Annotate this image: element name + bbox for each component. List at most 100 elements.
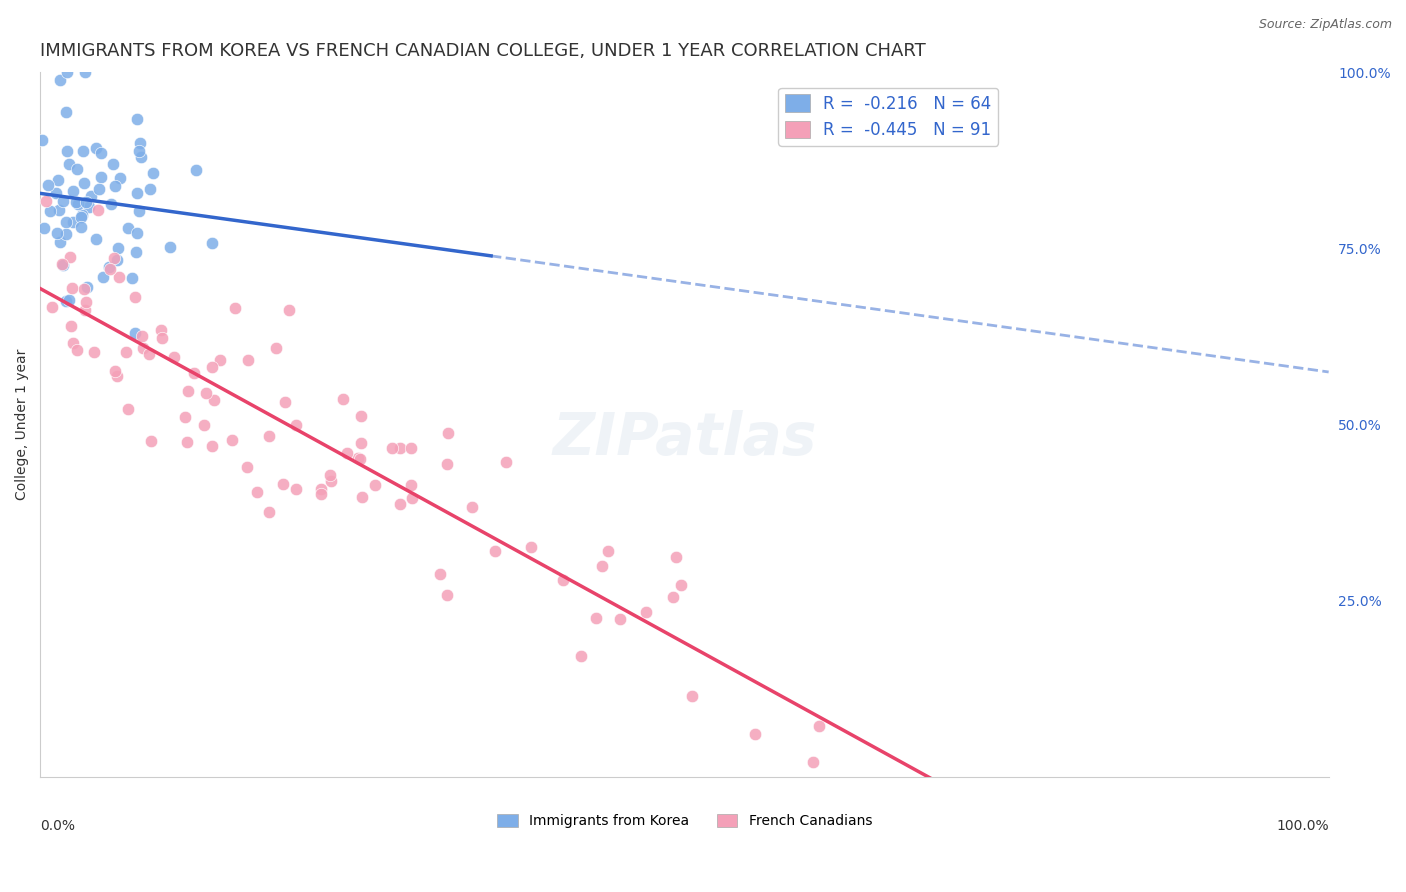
Point	[352, 490, 374, 504]
Point	[76, 280, 98, 294]
Text: IMMIGRANTS FROM KOREA VS FRENCH CANADIAN COLLEGE, UNDER 1 YEAR CORRELATION CHART: IMMIGRANTS FROM KOREA VS FRENCH CANADIAN…	[41, 42, 927, 60]
Point	[553, 574, 575, 588]
Point	[117, 402, 139, 417]
Point	[176, 435, 198, 450]
Point	[209, 353, 232, 368]
Point	[58, 293, 80, 307]
Point	[38, 203, 60, 218]
Point	[204, 392, 226, 407]
Point	[31, 133, 53, 147]
Text: Source: ZipAtlas.com: Source: ZipAtlas.com	[1258, 18, 1392, 31]
Point	[138, 346, 160, 360]
Point	[585, 610, 607, 624]
Point	[66, 162, 89, 177]
Text: 100.0%: 100.0%	[1277, 820, 1329, 833]
Y-axis label: College, Under 1 year: College, Under 1 year	[15, 349, 30, 500]
Point	[201, 236, 224, 251]
Point	[37, 178, 59, 192]
Point	[461, 500, 484, 514]
Point	[349, 452, 371, 467]
Point	[139, 182, 162, 196]
Point	[56, 144, 79, 158]
Point	[195, 385, 218, 400]
Point	[319, 474, 342, 488]
Point	[124, 326, 146, 340]
Point	[52, 194, 75, 208]
Point	[55, 227, 77, 241]
Point	[744, 727, 766, 741]
Point	[62, 215, 84, 229]
Point	[128, 204, 150, 219]
Point	[91, 270, 114, 285]
Point	[142, 166, 165, 180]
Point	[107, 241, 129, 255]
Point	[150, 323, 173, 337]
Legend: Immigrants from Korea, French Canadians: Immigrants from Korea, French Canadians	[491, 808, 877, 834]
Point	[86, 141, 108, 155]
Point	[49, 73, 72, 87]
Point	[58, 250, 80, 264]
Point	[129, 149, 152, 163]
Point	[79, 200, 101, 214]
Point	[79, 189, 101, 203]
Point	[257, 428, 280, 442]
Point	[67, 196, 90, 211]
Point	[55, 65, 77, 79]
Point	[52, 258, 75, 272]
Point	[108, 171, 131, 186]
Point	[201, 440, 224, 454]
Point	[72, 282, 94, 296]
Point	[309, 482, 332, 496]
Point	[105, 368, 128, 383]
Point	[569, 648, 592, 663]
Point	[381, 442, 404, 456]
Point	[201, 359, 224, 374]
Point	[436, 588, 458, 602]
Point	[236, 460, 259, 475]
Point	[176, 384, 198, 398]
Point	[224, 301, 246, 315]
Point	[401, 491, 423, 505]
Point	[58, 157, 80, 171]
Point	[70, 209, 93, 223]
Point	[520, 541, 543, 555]
Point	[277, 303, 299, 318]
Point	[55, 105, 77, 120]
Point	[162, 350, 184, 364]
Text: ZIPatlas: ZIPatlas	[553, 410, 817, 467]
Point	[125, 186, 148, 200]
Point	[87, 182, 110, 196]
Point	[60, 281, 83, 295]
Point	[107, 270, 129, 285]
Point	[484, 544, 506, 558]
Point	[103, 251, 125, 265]
Point	[87, 202, 110, 217]
Point	[121, 271, 143, 285]
Point	[75, 65, 97, 79]
Point	[285, 417, 308, 432]
Point	[117, 220, 139, 235]
Point	[90, 146, 112, 161]
Point	[55, 215, 77, 229]
Point	[236, 352, 259, 367]
Point	[388, 441, 411, 455]
Point	[105, 253, 128, 268]
Point	[124, 290, 146, 304]
Point	[669, 578, 692, 592]
Point	[636, 605, 658, 619]
Point	[73, 176, 96, 190]
Point	[55, 294, 77, 309]
Point	[72, 145, 94, 159]
Point	[591, 558, 613, 573]
Point	[495, 455, 517, 469]
Point	[125, 244, 148, 259]
Point	[336, 446, 359, 460]
Point	[264, 341, 287, 355]
Point	[90, 169, 112, 184]
Point	[346, 451, 368, 466]
Point	[32, 221, 55, 235]
Point	[429, 567, 451, 582]
Point	[662, 590, 685, 604]
Point	[41, 300, 63, 314]
Point	[350, 436, 373, 450]
